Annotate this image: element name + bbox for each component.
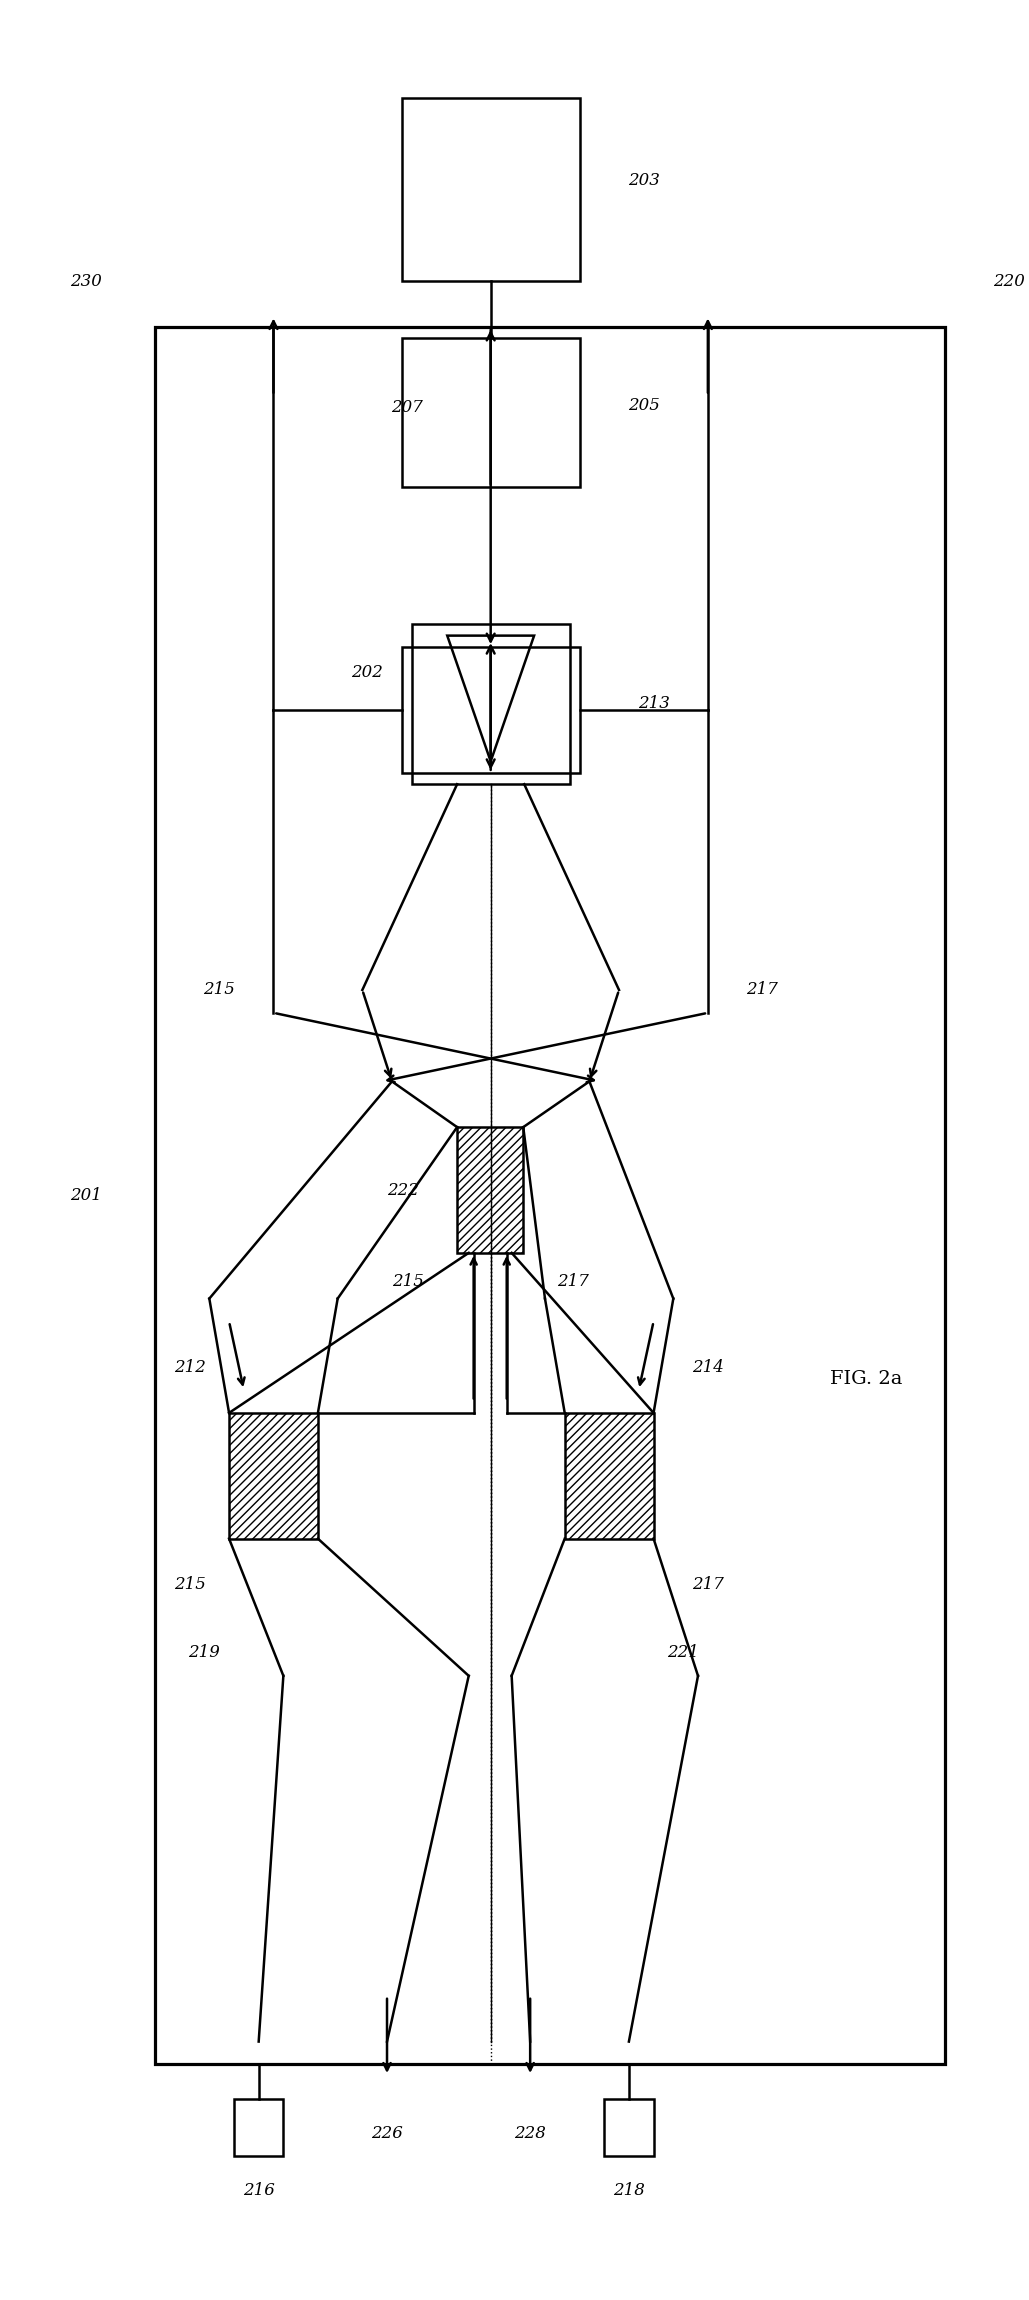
Bar bbox=[155, 327, 945, 2065]
Text: 201: 201 bbox=[70, 1187, 102, 1205]
Text: 219: 219 bbox=[188, 1644, 220, 1661]
Text: 215: 215 bbox=[392, 1272, 424, 1290]
Bar bbox=[604, 2098, 653, 2155]
Text: 220: 220 bbox=[993, 274, 1025, 290]
Text: 212: 212 bbox=[174, 1359, 206, 1375]
Bar bbox=[229, 1412, 318, 1539]
Text: 215: 215 bbox=[204, 982, 236, 998]
Text: 221: 221 bbox=[667, 1644, 699, 1661]
Bar bbox=[402, 646, 579, 773]
Text: 215: 215 bbox=[174, 1576, 206, 1594]
Bar bbox=[565, 1412, 653, 1539]
Text: 230: 230 bbox=[70, 274, 102, 290]
Text: 217: 217 bbox=[746, 982, 778, 998]
Bar bbox=[457, 1127, 524, 1254]
Bar bbox=[402, 338, 579, 488]
Text: 226: 226 bbox=[371, 2125, 403, 2141]
Bar bbox=[234, 2098, 283, 2155]
Text: 205: 205 bbox=[628, 398, 660, 414]
Bar bbox=[412, 623, 570, 784]
Text: 228: 228 bbox=[514, 2125, 546, 2141]
Text: 203: 203 bbox=[628, 172, 660, 189]
Text: 202: 202 bbox=[351, 665, 383, 681]
Text: 216: 216 bbox=[243, 2183, 275, 2199]
Text: 217: 217 bbox=[557, 1272, 589, 1290]
Text: 207: 207 bbox=[391, 398, 423, 416]
Text: 214: 214 bbox=[691, 1359, 723, 1375]
Bar bbox=[402, 99, 579, 281]
Text: 218: 218 bbox=[613, 2183, 645, 2199]
Text: 222: 222 bbox=[387, 1182, 419, 1198]
Text: 217: 217 bbox=[691, 1576, 723, 1594]
Text: FIG. 2a: FIG. 2a bbox=[829, 1368, 902, 1387]
Text: 213: 213 bbox=[638, 695, 670, 713]
